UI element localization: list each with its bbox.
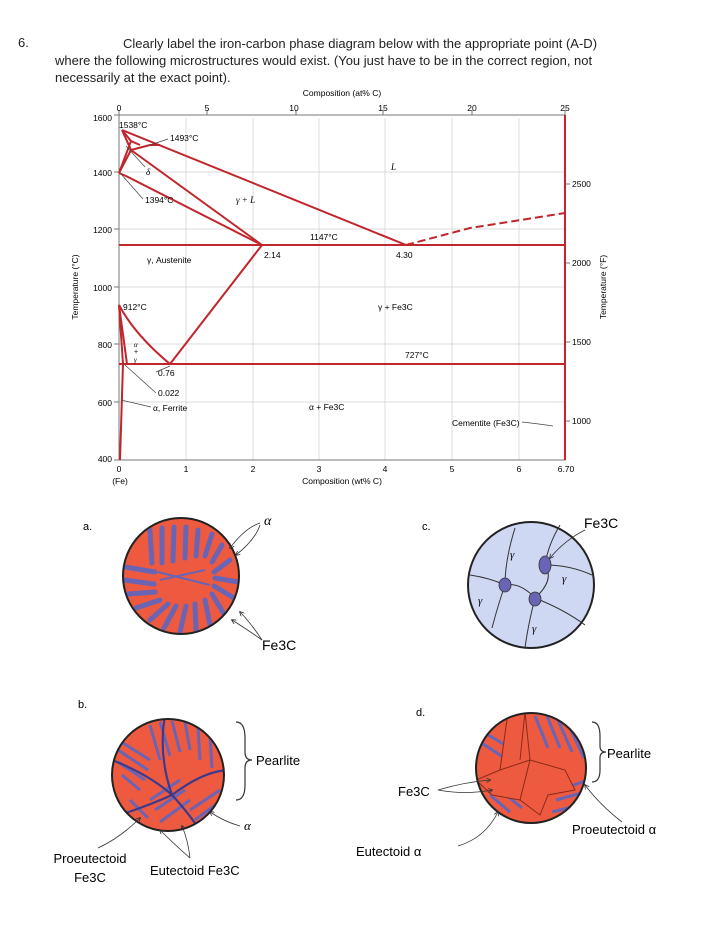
panel-d-letter: d. bbox=[416, 707, 425, 719]
left-tick: 1600 bbox=[93, 113, 112, 123]
bottom-tick: 4 bbox=[383, 464, 388, 474]
top-tick: 10 bbox=[289, 103, 299, 113]
left-tick: 1000 bbox=[93, 283, 112, 293]
panel-c-gamma: γ bbox=[478, 595, 483, 607]
label-912: 912°C bbox=[123, 302, 147, 312]
label-076: 0.76 bbox=[158, 368, 175, 378]
panel-b-micrograph bbox=[112, 719, 224, 831]
panel-b-eutectoid-label: Eutectoid Fe3C bbox=[150, 863, 240, 878]
right-tick: 1500 bbox=[572, 337, 591, 347]
left-tick: 400 bbox=[98, 454, 112, 464]
grid bbox=[119, 118, 565, 460]
label-1538: 1538°C bbox=[119, 120, 147, 130]
label-austenite: γ, Austenite bbox=[147, 255, 192, 265]
right-tick: 2000 bbox=[572, 258, 591, 268]
panel-a-letter: a. bbox=[83, 521, 92, 533]
label-delta: δ bbox=[146, 167, 151, 177]
label-0022: 0.022 bbox=[158, 388, 180, 398]
panel-b-letter: b. bbox=[78, 699, 87, 711]
left-tick: 800 bbox=[98, 340, 112, 350]
label-1394: 1394°C bbox=[145, 195, 173, 205]
bottom-tick: 2 bbox=[251, 464, 256, 474]
top-tick: 0 bbox=[117, 103, 122, 113]
panel-c-letter: c. bbox=[422, 521, 431, 533]
question-line-3: necessarily at the exact point). bbox=[55, 70, 231, 85]
top-tick: 25 bbox=[560, 103, 570, 113]
panel-a-fe3c-label: Fe3C bbox=[262, 637, 296, 653]
label-1147: 1147°C bbox=[310, 232, 338, 242]
left-tick: 1400 bbox=[93, 168, 112, 178]
question-number: 6. bbox=[18, 35, 29, 50]
panel-c-gamma: γ bbox=[510, 549, 515, 561]
label-cementite: Cementite (Fe3C) bbox=[452, 418, 520, 428]
phase-diagram: Composition (at% C) 0 5 10 15 20 25 1600… bbox=[70, 88, 608, 486]
right-tick: 1000 bbox=[572, 416, 591, 426]
label-gamma-small: γ bbox=[134, 356, 137, 364]
top-tick: 15 bbox=[378, 103, 388, 113]
top-tick: 20 bbox=[467, 103, 477, 113]
panel-d-pearlite-label: Pearlite bbox=[607, 746, 651, 761]
panel-c-micrograph bbox=[467, 521, 595, 649]
label-alpha-fe3c: α + Fe3C bbox=[309, 402, 344, 412]
bottom-tick: 5 bbox=[450, 464, 455, 474]
panel-d-eutectoid-label: Eutectoid α bbox=[356, 844, 422, 859]
bottom-tick: 6 bbox=[517, 464, 522, 474]
left-tick: 600 bbox=[98, 398, 112, 408]
question-line-2: where the following microstructures woul… bbox=[55, 53, 593, 68]
label-plus-small: + bbox=[134, 349, 138, 356]
panel-b-proeutectoid-line1: Proeutectoid bbox=[54, 851, 127, 866]
bottom-tick: 6.70 bbox=[558, 464, 575, 474]
panel-b: b. Pearlite α bbox=[54, 699, 301, 885]
panel-b-alpha-label: α bbox=[244, 818, 252, 833]
right-axis-title: Temperature (°F) bbox=[598, 255, 608, 320]
label-1493: 1493°C bbox=[170, 133, 198, 143]
panel-c: c. γ γ γ γ Fe3C bbox=[422, 515, 618, 649]
label-alpha-small: α bbox=[134, 341, 138, 349]
left-tick: 1200 bbox=[93, 225, 112, 235]
bottom-tick: 3 bbox=[317, 464, 322, 474]
panel-c-fe3c-label: Fe3C bbox=[584, 515, 618, 531]
bottom-tick: 0 bbox=[117, 464, 122, 474]
label-214: 2.14 bbox=[264, 250, 281, 260]
top-axis-title: Composition (at% C) bbox=[303, 88, 382, 98]
top-tick: 5 bbox=[205, 103, 210, 113]
label-gamma-l: γ + L bbox=[236, 195, 255, 205]
right-tick: 2500 bbox=[572, 179, 591, 189]
panel-b-pearlite-label: Pearlite bbox=[256, 753, 300, 768]
panel-a-micrograph bbox=[123, 518, 239, 634]
panel-b-proeutectoid-line2: Fe3C bbox=[74, 870, 106, 885]
fe-label: (Fe) bbox=[112, 476, 128, 486]
label-727: 727°C bbox=[405, 350, 429, 360]
bottom-axis-title: Composition (wt% C) bbox=[302, 476, 382, 486]
panel-c-gamma: γ bbox=[562, 573, 567, 585]
label-430: 4.30 bbox=[396, 250, 413, 260]
panel-d-proeutectoid-label: Proeutectoid α bbox=[572, 822, 657, 837]
bottom-tick: 1 bbox=[184, 464, 189, 474]
question-text: Clearly label the iron-carbon phase diag… bbox=[55, 35, 665, 86]
phase-boundaries bbox=[118, 115, 566, 461]
panel-d-fe3c-label: Fe3C bbox=[398, 784, 430, 799]
panel-d-micrograph bbox=[476, 713, 586, 823]
left-axis-title: Temperature (°C) bbox=[70, 254, 80, 319]
panel-a: a. α Fe3C bbox=[83, 514, 296, 653]
panel-d: d. Pearlite Fe3C Proeutectoid α Eutec bbox=[356, 707, 657, 859]
label-liquid: L bbox=[390, 162, 396, 172]
label-ferrite: α, Ferrite bbox=[153, 403, 187, 413]
label-gamma-fe3c: γ + Fe3C bbox=[378, 302, 413, 312]
question-line-1: Clearly label the iron-carbon phase diag… bbox=[123, 36, 598, 51]
panel-c-gamma: γ bbox=[532, 623, 537, 635]
panel-a-alpha-label: α bbox=[264, 514, 272, 529]
